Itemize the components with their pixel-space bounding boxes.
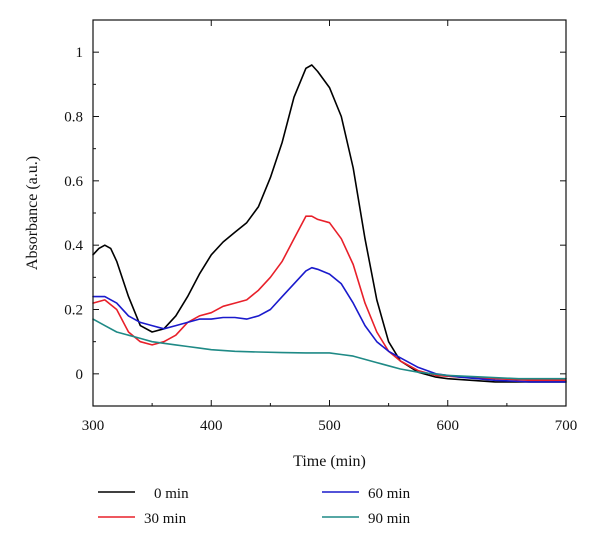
x-tick-label: 600: [437, 418, 460, 434]
y-axis-title: Absorbance (a.u.): [24, 156, 41, 270]
x-ticks: 300 400 500 600 700: [82, 20, 578, 434]
series-line-60-min: [92, 266, 567, 383]
y-tick-label: 0.8: [64, 110, 83, 126]
y-tick-label: 0.4: [64, 238, 83, 254]
series-line-30-min: [92, 215, 567, 382]
series-line-0-min: [92, 64, 567, 383]
x-axis-title: Time (min): [293, 453, 366, 470]
y-tick-label: 1: [76, 45, 84, 61]
x-tick-label: 700: [555, 418, 578, 434]
plot-frame: [92, 19, 567, 407]
series-layer: [92, 64, 567, 383]
legend-label-0-min: 0 min: [154, 486, 189, 502]
x-tick-label: 300: [82, 418, 105, 434]
x-tick-label: 400: [200, 418, 223, 434]
legend: 0 min 30 min 60 min 90 min: [98, 486, 411, 527]
y-ticks: 0 0.2 0.4 0.6 0.8 1: [64, 19, 566, 407]
legend-label-90-min: 90 min: [368, 511, 411, 527]
x-tick-label: 500: [318, 418, 341, 434]
legend-label-60-min: 60 min: [368, 486, 411, 502]
series-line-90-min: [92, 318, 567, 380]
y-tick-label: 0.6: [64, 174, 83, 190]
plot-area: 300 400 500 600 700 0 0.2 0.4 0.6 0.8 1: [64, 19, 578, 434]
y-tick-label: 0.2: [64, 303, 83, 319]
y-tick-label: 0: [76, 367, 84, 383]
legend-label-30-min: 30 min: [144, 511, 187, 527]
